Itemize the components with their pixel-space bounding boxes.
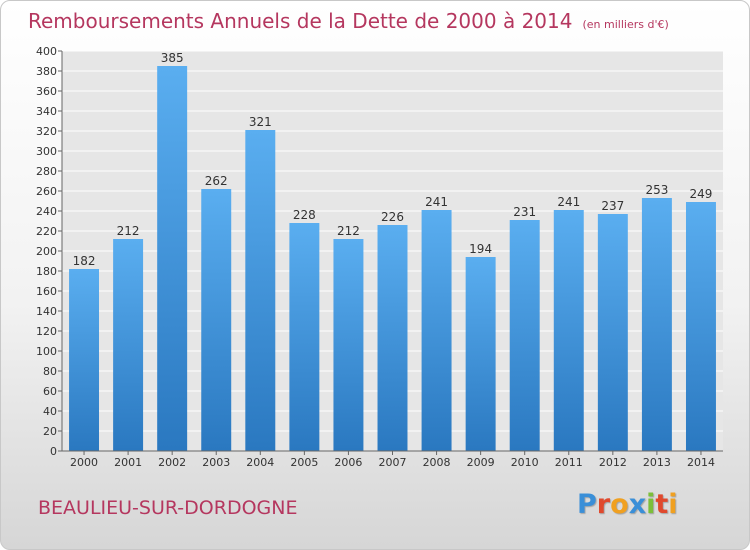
bar [509,220,540,451]
y-tick-label: 160 [36,285,57,298]
data-label: 262 [205,174,228,188]
bar [69,269,100,451]
data-label: 249 [690,187,713,201]
x-tick-label: 2001 [114,456,142,469]
data-label: 212 [337,224,360,238]
y-tick-label: 40 [43,405,57,418]
bar [333,239,364,451]
x-tick-label: 2012 [599,456,627,469]
bar [157,66,188,451]
y-tick-label: 200 [36,245,57,258]
x-tick-label: 2008 [423,456,451,469]
y-axis: 0 20 40 60 80 100 120 140 160 180 200 220 240 260 280 3… [36,45,63,458]
logo-letter: i [668,489,678,520]
data-label: 237 [601,199,624,213]
chart-subtitle: (en milliers d'€) [582,18,669,31]
bar [201,189,232,451]
bar [641,198,672,451]
logo-letter: r [596,489,611,520]
data-label: 212 [117,224,140,238]
data-label: 226 [381,210,404,224]
data-label: 241 [557,195,580,209]
x-tick-label: 2000 [70,456,98,469]
logo-letter: P [577,489,597,520]
x-axis: 2000 2001 2002 2003 2004 2005 2006 2007 2008 2009… [62,450,723,469]
x-tick-label: 2014 [687,456,715,469]
y-tick-label: 140 [36,305,57,318]
data-label: 231 [513,205,536,219]
x-tick-label: 2011 [555,456,583,469]
bar [377,225,408,451]
y-tick-label: 240 [36,205,57,218]
bars: 182 212 385 262 321 228 212 226 241 194 231 241 237 2… [69,51,716,451]
y-tick-label: 80 [43,365,57,378]
chart-title-text: Remboursements Annuels de la Dette de 20… [28,9,573,33]
x-tick-label: 2010 [511,456,539,469]
x-tick-label: 2002 [158,456,186,469]
bar [113,239,144,451]
y-tick-label: 400 [36,45,57,58]
data-label: 182 [73,254,96,268]
data-label: 321 [249,115,272,129]
y-tick-label: 0 [50,445,57,458]
data-label: 253 [645,183,668,197]
y-tick-label: 120 [36,325,57,338]
y-tick-label: 220 [36,225,57,238]
x-tick-label: 2005 [290,456,318,469]
x-tick-label: 2009 [467,456,495,469]
logo-letter: i [646,489,656,520]
bar [289,223,320,451]
logo-letter: o [610,489,629,520]
y-tick-label: 340 [36,105,57,118]
y-tick-label: 180 [36,265,57,278]
y-tick-label: 300 [36,145,57,158]
data-label: 241 [425,195,448,209]
y-tick-label: 360 [36,85,57,98]
region-name: BEAULIEU-SUR-DORDOGNE [38,497,298,519]
data-label: 385 [161,51,184,65]
logo-letter: t [655,489,669,520]
y-tick-label: 320 [36,125,57,138]
bar [245,130,276,451]
data-label: 194 [469,242,492,256]
x-tick-label: 2004 [246,456,274,469]
logo-letter: x [628,489,647,520]
y-tick-label: 380 [36,65,57,78]
bar [685,202,716,451]
proxiti-logo: Proxiti [577,489,678,520]
x-tick-label: 2013 [643,456,671,469]
bar [465,257,496,451]
chart-title: Remboursements Annuels de la Dette de 20… [28,9,669,33]
data-label: 228 [293,208,316,222]
x-tick-label: 2006 [334,456,362,469]
bar [597,214,628,451]
x-tick-label: 2007 [379,456,407,469]
bar [421,210,452,451]
y-tick-label: 280 [36,165,57,178]
y-tick-label: 60 [43,385,57,398]
y-tick-label: 260 [36,185,57,198]
x-tick-label: 2003 [202,456,230,469]
y-tick-label: 20 [43,425,57,438]
y-tick-label: 100 [36,345,57,358]
bar [553,210,584,451]
